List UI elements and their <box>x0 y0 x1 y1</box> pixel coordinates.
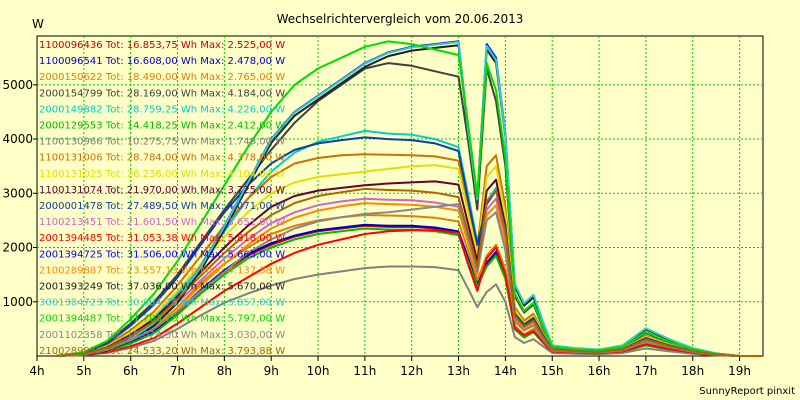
legend-entry: 1100131006 Tot: 28.784,00 Wh Max: 4.378,… <box>39 153 285 164</box>
legend-entry: 2100289959 Tot: 24.533,20 Wh Max: 3.793,… <box>39 346 285 357</box>
legend-entry: 2001394485 Tot: 31.053,38 Wh Max: 5.818,… <box>39 233 285 244</box>
x-tick-label: 15h <box>541 364 564 378</box>
chart-title: Wechselrichtervergleich vom 20.06.2013 <box>277 12 524 26</box>
y-tick-label: 1000 <box>2 295 33 309</box>
x-tick-label: 6h <box>123 364 138 378</box>
series-line <box>55 40 763 357</box>
x-tick-label: 17h <box>634 364 657 378</box>
y-tick-label: 2000 <box>2 241 33 255</box>
x-tick-label: 4h <box>29 364 44 378</box>
x-tick-label: 10h <box>307 364 330 378</box>
y-tick-label: 3000 <box>2 186 33 200</box>
plot-area <box>36 35 764 357</box>
x-tick-label: 16h <box>588 364 611 378</box>
chart-footer: SunnyReport pinxit <box>699 386 795 397</box>
series-line <box>55 265 763 357</box>
legend-entry: 2001394487 Tot: 31.703,75 Wh Max: 5.797,… <box>39 314 285 325</box>
legend-entry: 3001384723 Tot: 30.884,75 Wh Max: 5.857,… <box>39 298 285 309</box>
legend-entry: 1100213451 Tot: 21.601,50 Wh Max: 3.651,… <box>39 217 285 228</box>
x-tick-label: 5h <box>76 364 91 378</box>
legend-entry: 1100131074 Tot: 21.970,00 Wh Max: 3.725,… <box>39 185 285 196</box>
legend-entry: 1100096436 Tot: 16.853,75 Wh Max: 2.525,… <box>39 40 285 51</box>
x-tick-label: 8h <box>217 364 232 378</box>
legend-entry: 2000149882 Tot: 28.759,25 Wh Max: 4.226,… <box>39 104 285 115</box>
grid <box>37 36 763 356</box>
x-tick-label: 11h <box>353 364 376 378</box>
legend-entry: 1100131025 Tot: 26.236,00 Wh Max: 4.104,… <box>39 169 285 180</box>
series-line <box>55 187 763 357</box>
legend-entry: 1100130966 Tot: 10.275,75 Wh Max: 1.749,… <box>39 137 285 148</box>
y-tick-label: 4000 <box>2 132 33 146</box>
legend-entry: 2001393249 Tot: 37.036,00 Wh Max: 5.670,… <box>39 282 285 293</box>
legend-entry: 2100289887 Tot: 23.557,13 Wh Max: 4.137,… <box>39 265 285 276</box>
legend-entry: 2001102358 Tot: 18.024,50 Wh Max: 3.030,… <box>39 330 285 341</box>
x-tick-label: 19h <box>728 364 751 378</box>
x-tick-label: 12h <box>400 364 423 378</box>
legend-entry: 2000001478 Tot: 27.489,50 Wh Max: 4.071,… <box>39 201 285 212</box>
x-tick-label: 13h <box>447 364 470 378</box>
x-tick-label: 14h <box>494 364 517 378</box>
legend: 1100096436 Tot: 16.853,75 Wh Max: 2.525,… <box>39 40 285 357</box>
series-lines <box>55 40 763 357</box>
legend-entry: 2000154799 Tot: 28.169,00 Wh Max: 4.184,… <box>39 88 285 99</box>
y-axis-label: W <box>32 17 44 31</box>
axis-ticks: 4h 5h 6h 7h 8h 9h 10h 11h 12h 13h 14h 15h 16h 17h 18h 1… <box>2 78 751 378</box>
x-tick-label: 9h <box>264 364 279 378</box>
y-tick-label: 5000 <box>2 78 33 92</box>
legend-entry: 2000129553 Tot: 14.418,25 Wh Max: 2.412,… <box>39 121 285 132</box>
legend-entry: 1100096541 Tot: 16.608,00 Wh Max: 2.478,… <box>39 56 285 67</box>
x-tick-label: 7h <box>170 364 185 378</box>
legend-entry: 2001394725 Tot: 31.506,00 Wh Max: 5.665,… <box>39 249 285 260</box>
legend-entry: 2000150622 Tot: 18.490,00 Wh Max: 2.765,… <box>39 72 285 83</box>
x-tick-label: 18h <box>681 364 704 378</box>
